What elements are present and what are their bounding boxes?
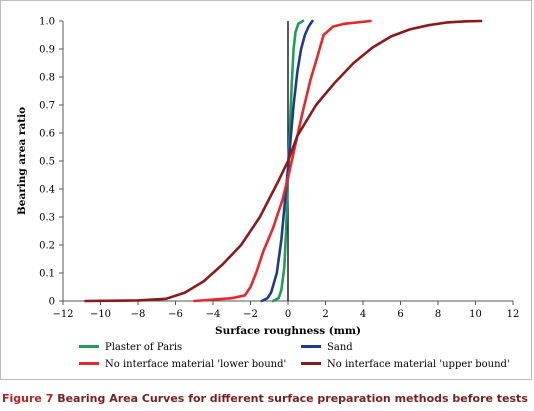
legend-item: No interface material 'lower bound' bbox=[79, 359, 286, 370]
series-line-3 bbox=[193, 19, 372, 303]
legend-item: No interface material 'upper bound' bbox=[301, 359, 510, 370]
legend-item: Plaster of Paris bbox=[79, 342, 182, 353]
caption-label: Figure 7 bbox=[2, 392, 54, 405]
caption-text: Bearing Area Curves for different surfac… bbox=[57, 392, 528, 405]
y-tick-label: 0.1 bbox=[39, 269, 55, 280]
y-axis-label: Bearing area ratio bbox=[16, 107, 28, 215]
x-tick-label: 12 bbox=[507, 309, 520, 320]
y-tick-label: 0.8 bbox=[39, 73, 55, 84]
series-line-2 bbox=[260, 19, 314, 303]
x-axis-label: Surface roughness (mm) bbox=[215, 325, 361, 337]
x-tick-label: 10 bbox=[469, 309, 482, 320]
y-tick-label: 0.9 bbox=[39, 45, 55, 56]
x-tick-label: 8 bbox=[435, 309, 441, 320]
x-tick-label: 6 bbox=[397, 309, 403, 320]
legend-label: Plaster of Paris bbox=[105, 342, 182, 353]
legend-item: Sand bbox=[301, 342, 353, 353]
x-tick-label: 0 bbox=[285, 309, 291, 320]
x-tick-label: −6 bbox=[168, 309, 183, 320]
bearing-area-chart: −12 −10 −8 −6 −4 −2 0 2 4 6 8 10 12 0 0.1 0.2 0.3 0.4 0.5 0… bbox=[16, 17, 520, 371]
x-tick-label: −4 bbox=[206, 309, 221, 320]
chart-frame: −12 −10 −8 −6 −4 −2 0 2 4 6 8 10 12 0 0.1 0.2 0.3 0.4 0.5 0… bbox=[0, 0, 532, 380]
y-tick-label: 0.7 bbox=[39, 101, 55, 112]
x-tick-label: −8 bbox=[131, 309, 146, 320]
legend-label: Sand bbox=[327, 342, 353, 353]
x-tick-label: 4 bbox=[360, 309, 366, 320]
series-line-4 bbox=[84, 19, 483, 303]
legend-label: No interface material 'lower bound' bbox=[105, 359, 286, 370]
x-tick-label: −10 bbox=[90, 309, 111, 320]
x-tick-label: 2 bbox=[322, 309, 328, 320]
y-tick-label: 0.3 bbox=[39, 213, 55, 224]
y-tick-label: 0.5 bbox=[39, 157, 55, 168]
x-tick-label: −12 bbox=[52, 309, 73, 320]
x-tick-label: −2 bbox=[243, 309, 258, 320]
y-tick-label: 1.0 bbox=[39, 17, 55, 28]
y-tick-label: 0 bbox=[49, 297, 55, 308]
figure-caption: Figure 7 Bearing Area Curves for differe… bbox=[2, 392, 532, 405]
legend-label: No interface material 'upper bound' bbox=[327, 359, 510, 370]
y-tick-label: 0.2 bbox=[39, 241, 55, 252]
y-tick-label: 0.4 bbox=[39, 185, 55, 196]
y-tick-label: 0.6 bbox=[39, 129, 55, 140]
